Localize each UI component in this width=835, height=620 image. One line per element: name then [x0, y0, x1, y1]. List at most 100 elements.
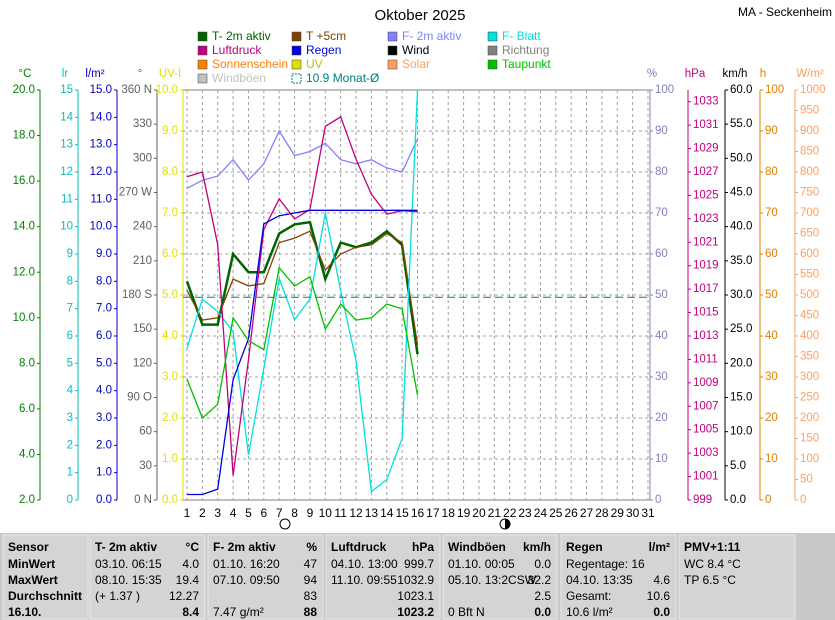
y-tick-label: 1011	[693, 353, 718, 365]
y-tick-label: 0.0	[162, 494, 178, 506]
table-cell	[2, 534, 89, 620]
y-tick-label: 0.0	[730, 494, 746, 506]
table-cell-value: 94	[304, 573, 318, 587]
y-tick-label: 5.0	[162, 289, 178, 301]
y-tick-label: 300	[133, 152, 152, 164]
y-tick-label: 90 O	[127, 392, 152, 404]
y-tick-label: 500	[800, 289, 819, 301]
y-tick-label: 1025	[693, 189, 719, 201]
y-tick-label: 20	[765, 412, 778, 424]
x-tick-label: 11	[334, 506, 347, 520]
y-tick-label: 5	[67, 357, 73, 369]
table-cell-value: 47	[304, 557, 318, 571]
stats-table: Sensor MinWert MaxWert Durchschnitt 16.10. T-…	[2, 534, 796, 620]
y-tick-label: 60	[765, 248, 778, 260]
legend-label: Wind	[402, 43, 429, 57]
axis-label: h	[760, 68, 766, 80]
x-tick-label: 19	[457, 506, 471, 520]
y-tick-label: 20	[655, 412, 668, 424]
y-tick-label: 80	[765, 166, 778, 178]
legend-label: Sonnenschein	[212, 57, 288, 71]
y-tick-label: 120	[133, 357, 152, 369]
y-tick-label: 7.0	[162, 207, 178, 219]
legend-swatch	[387, 31, 398, 42]
x-tick-label: 9	[307, 506, 314, 520]
y-tick-label: 0	[800, 494, 806, 506]
y-tick-label: 60	[139, 426, 152, 438]
y-tick-label: 0	[67, 494, 73, 506]
y-tick-label: 40	[765, 330, 778, 342]
table-cell	[207, 534, 324, 620]
series-line	[185, 220, 419, 355]
y-tick-label: 100	[800, 453, 819, 465]
x-tick-label: 2	[199, 506, 206, 520]
y-tick-label: 7	[67, 303, 73, 315]
x-tick-label: 28	[595, 506, 609, 520]
y-tick-label: 50	[800, 474, 813, 486]
y-tick-label: 1009	[693, 377, 719, 389]
y-tick-label: 1001	[693, 471, 719, 483]
table-cell-value: 1023.1	[397, 589, 434, 603]
y-tick-label: 300	[800, 371, 819, 383]
y-tick-label: 3	[67, 412, 73, 424]
x-tick-label: 20	[472, 506, 486, 520]
x-tick-label: 22	[503, 506, 517, 520]
legend-swatch	[291, 73, 302, 84]
y-tick-label: 9.0	[96, 248, 112, 260]
table-cell-text: MinWert	[8, 557, 55, 571]
table-cell-value: 4.0	[182, 557, 199, 571]
y-tick-label: 180 S	[122, 289, 152, 301]
table-header: PMV+1:11	[684, 540, 741, 554]
y-tick-label: 6	[67, 330, 73, 342]
table-cell-text: Durchschnitt	[8, 589, 82, 603]
y-tick-label: 50.0	[730, 152, 752, 164]
legend-label: F- Blatt	[502, 29, 541, 43]
y-tick-label: 250	[800, 392, 819, 404]
axis-label: °	[138, 68, 143, 80]
y-tick-label: 210	[133, 255, 152, 267]
y-tick-label: 1033	[693, 96, 719, 108]
y-tick-label: 60.0	[730, 84, 752, 96]
y-tick-label: 400	[800, 330, 819, 342]
y-tick-label: 11.0	[90, 193, 112, 205]
table-cell-value: 8.4	[182, 605, 199, 619]
y-tick-label: 550	[800, 269, 819, 281]
y-tick-label: 20.0	[730, 357, 752, 369]
x-tick-label: 24	[534, 506, 548, 520]
legend-swatch	[197, 73, 208, 84]
y-tick-label: 8.0	[162, 166, 178, 178]
table-header: Windböen	[448, 540, 506, 554]
y-tick-label: 150	[133, 323, 152, 335]
y-tick-label: 350	[800, 351, 819, 363]
legend-label: Taupunkt	[502, 57, 551, 71]
table-cell-text: (+ 1.37 )	[95, 589, 140, 603]
y-tick-label: 600	[800, 248, 819, 260]
series-line	[186, 266, 419, 420]
y-tick-label: 10.0	[730, 426, 752, 438]
table-cell-text: 03.10. 06:15	[95, 557, 162, 571]
x-tick-label: 16	[411, 506, 425, 520]
y-tick-label: 20.0	[13, 84, 35, 96]
table-cell-value: 4.6	[653, 573, 670, 587]
y-tick-label: 13	[60, 139, 73, 151]
y-tick-label: 16.0	[13, 175, 35, 187]
y-tick-label: 0.0	[96, 494, 112, 506]
x-tick-label: 3	[214, 506, 221, 520]
x-tick-label: 5	[245, 506, 252, 520]
y-tick-label: 4.0	[96, 385, 112, 397]
y-tick-label: 100	[655, 84, 674, 96]
legend-label: Solar	[402, 57, 430, 71]
y-tick-label: 15.0	[90, 84, 112, 96]
table-cell-text: Regentage: 16	[566, 557, 645, 571]
table-cell-value: 1023.2	[397, 605, 434, 619]
y-tick-label: 150	[800, 433, 819, 445]
legend-swatch	[387, 45, 398, 56]
station-name: MA - Seckenheim	[738, 5, 832, 19]
x-tick-label: 8	[291, 506, 298, 520]
full-moon	[279, 518, 291, 530]
y-tick-label: 1021	[693, 236, 719, 248]
y-tick-label: 30.0	[730, 289, 752, 301]
y-tick-label: 5.0	[730, 460, 746, 472]
y-tick-label: 35.0	[730, 255, 752, 267]
